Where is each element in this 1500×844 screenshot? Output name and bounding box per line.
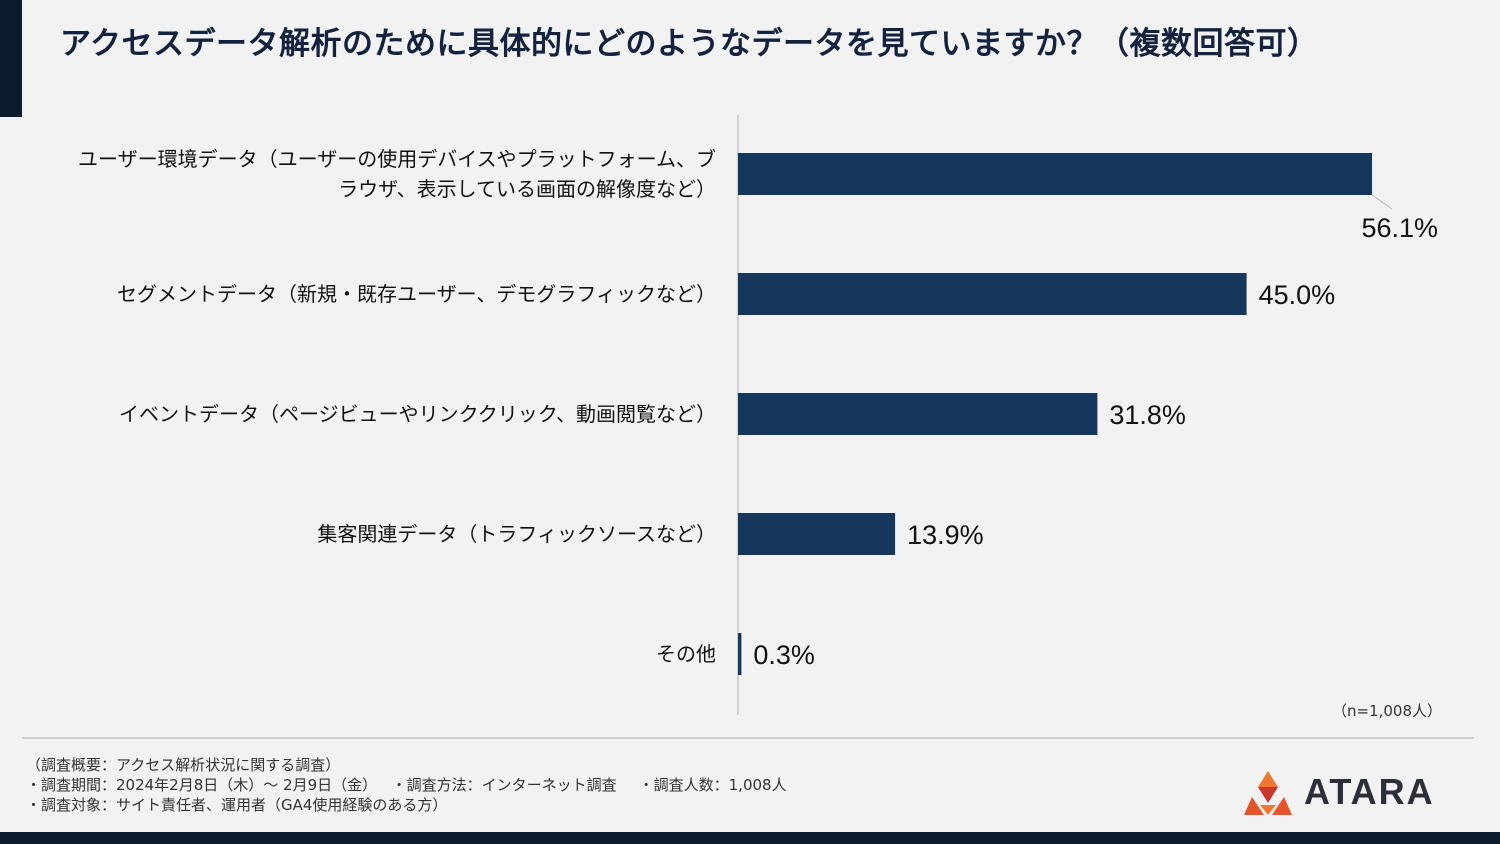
bottom-strip xyxy=(0,832,1500,844)
atara-logo-icon xyxy=(1244,771,1292,815)
note-text-1-2: ・調査人数：1,008人 xyxy=(638,776,787,794)
sample-size-label: （n=1,008人） xyxy=(1331,702,1442,720)
note-text-0-0: （調査概要：アクセス解析状況に関する調査） xyxy=(26,756,341,774)
value-leader-line-0 xyxy=(1371,194,1393,210)
category-label-0-line-0: ユーザー環境データ（ユーザーの使用デバイスやプラットフォーム、ブ xyxy=(78,147,716,171)
value-label-2: 31.8% xyxy=(1109,400,1186,430)
title-accent-bar xyxy=(0,0,22,117)
survey-notes: （調査概要：アクセス解析状況に関する調査） ・調査期間：2024年2月8日（木）～… xyxy=(26,755,809,815)
bar-1 xyxy=(738,273,1247,315)
bar-2 xyxy=(738,393,1098,435)
bar-3 xyxy=(738,513,896,555)
note-text-1-1: ・調査方法：インターネット調査 xyxy=(391,776,617,794)
value-label-4: 0.3% xyxy=(753,640,815,670)
category-label-4: その他 xyxy=(656,642,716,666)
page-title: アクセスデータ解析のために具体的にどのようなデータを見ていますか？（複数回答可） xyxy=(60,26,1319,62)
note-text-1-0: ・調査期間：2024年2月8日（木）～ 2月9日（金） xyxy=(26,776,370,794)
value-label-0: 56.1% xyxy=(1361,213,1438,243)
brand-logo: ATARA xyxy=(1242,768,1435,816)
bar-4 xyxy=(738,633,742,675)
note-row-2: ・調査対象：サイト責任者、運用者（GA4使用経験のある方） xyxy=(26,795,809,815)
category-label-2: イベントデータ（ページビューやリンククリック、動画閲覧など） xyxy=(119,402,716,426)
footer-divider xyxy=(22,737,1474,739)
logo-text: ATARA xyxy=(1304,771,1435,812)
note-row-0: （調査概要：アクセス解析状況に関する調査） xyxy=(26,755,809,775)
category-label-3: 集客関連データ（トラフィックソースなど） xyxy=(317,522,716,546)
category-label-0-line-1: ラウザ、表示している画面の解像度など） xyxy=(338,177,716,201)
note-text-2-0: ・調査対象：サイト責任者、運用者（GA4使用経験のある方） xyxy=(26,796,448,814)
value-label-1: 45.0% xyxy=(1259,280,1336,310)
bar-0 xyxy=(738,153,1373,195)
value-label-3: 13.9% xyxy=(907,520,984,550)
bar-chart: ユーザー環境データ（ユーザーの使用デバイスやプラットフォーム、ブラウザ、表示して… xyxy=(78,115,1438,715)
category-label-1: セグメントデータ（新規・既存ユーザー、デモグラフィックなど） xyxy=(117,282,716,306)
note-row-1: ・調査期間：2024年2月8日（木）～ 2月9日（金） ・調査方法：インターネット… xyxy=(26,775,809,795)
